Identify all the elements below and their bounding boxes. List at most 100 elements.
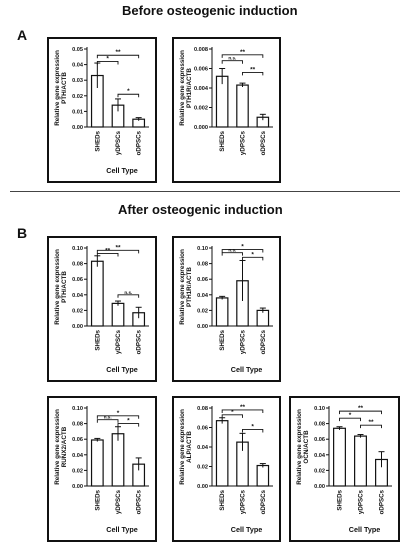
bar [256,464,270,487]
category-label: yDPSCs [240,329,247,354]
x-axis-label: Cell Type [349,525,380,534]
chart-frame-alp-after: Relative gene expression ALP/ACTB 0.00 0.02… [172,396,281,542]
chart-pth-before: Relative gene expression PTH/ACTB 0.00 0.01… [54,47,149,175]
bar [90,260,104,327]
y-axis-label-ratio: PTH1R/ACTB [186,68,193,108]
bar [111,302,125,327]
significance-label: ** [358,405,364,412]
category-label: SHEDs [219,489,226,510]
chart-frame-runx2-after: Relative gene expression RUNX2/ACTB 0.00 0.… [47,396,157,542]
chart-frame-pth-before: Relative gene expression PTH/ACTB 0.00 0.01… [47,37,157,183]
significance-bracket [221,60,243,64]
significance-label: * [241,244,244,251]
x-axis-label: Cell Type [231,365,262,374]
y-tick-label: 0.05 [72,47,83,53]
significance-bracket [221,414,243,418]
y-tick-label: 0.10 [197,246,208,252]
y-tick-label: 0.00 [314,484,325,490]
category-label: yDPSCs [115,130,122,155]
y-tick-label: 0.008 [194,47,208,53]
category-label: oDPSCs [260,489,267,514]
significance-label: * [231,409,234,416]
y-tick-label: 0.06 [197,277,208,283]
category-label: oDPSCs [379,489,386,514]
significance-bracket [242,256,264,261]
y-tick-label: 0.002 [194,106,208,112]
bar [215,420,229,487]
chart-ocn-after: Relative gene expression OCN/ACTB 0.00 0.02… [296,405,392,534]
y-tick-label: 0.04 [314,453,326,459]
significance-label: ** [115,244,121,251]
category-label: SHEDs [219,130,226,151]
y-tick-label: 0.08 [197,262,208,268]
y-tick-label: 0.00 [197,324,208,330]
category-label: yDPSCs [115,329,122,354]
y-axis-label-ratio: PTH1R/ACTB [186,267,193,307]
category-label: SHEDs [94,130,101,151]
y-axis-label-ratio: OCN/ACTB [303,430,310,464]
significance-label: ** [240,404,246,411]
significance-label: * [349,412,352,419]
category-label: SHEDs [337,489,344,510]
chart-frame-pth-after: Relative gene expression PTH/ACTB 0.00 0.02… [47,236,157,382]
y-axis-label: Relative gene expression [54,50,61,126]
bar [236,84,249,128]
category-label: SHEDs [94,489,101,510]
chart-pth-after: Relative gene expression PTH/ACTB 0.00 0.02… [54,244,149,374]
y-axis-label-ratio: PTH/ACTB [61,72,68,104]
bar [333,427,346,487]
significance-bracket [117,423,140,427]
y-tick-label: 0.04 [72,63,84,69]
category-label: oDPSCs [136,489,143,514]
significance-bracket [339,417,361,422]
significance-bracket [242,71,264,76]
y-tick-label: 0.10 [314,406,325,412]
significance-label: * [106,55,109,62]
chart-frame-ocn-after: Relative gene expression OCN/ACTB 0.00 0.02… [289,396,400,542]
bar [90,439,104,487]
y-tick-label: 0.08 [314,422,325,428]
heading-after-induction: After osteogenic induction [118,202,283,217]
significance-bracket [339,410,382,415]
significance-bracket [242,429,264,433]
y-tick-label: 0.02 [72,308,83,314]
y-tick-label: 0.06 [314,437,325,443]
y-tick-label: 0.10 [72,406,83,412]
y-axis-label: Relative gene expression [179,249,186,325]
y-tick-label: 0.02 [72,468,83,474]
y-tick-label: 0.04 [72,293,84,299]
significance-bracket [96,415,140,419]
x-axis-label: Cell Type [231,525,262,534]
y-tick-label: 0.00 [72,324,83,330]
category-label: yDPSCs [240,130,247,155]
category-label: yDPSCs [115,489,122,514]
heading-before-induction: Before osteogenic induction [122,3,298,18]
y-tick-label: 0.04 [197,445,209,451]
significance-label: * [251,251,254,258]
chart-frame-pth1r-before: Relative gene expression PTH1R/ACTB 0.000 0… [172,37,281,183]
category-label: SHEDs [94,329,101,350]
significance-label: ** [250,66,256,73]
y-tick-label: 0.00 [72,484,83,490]
significance-bracket [221,409,264,413]
significance-label: n.s. [124,290,132,295]
significance-label: n.s. [104,415,112,420]
significance-label: * [127,88,130,95]
y-tick-label: 0.00 [197,484,208,490]
y-tick-label: 0.01 [72,109,83,115]
category-label: yDPSCs [240,489,247,514]
panel-letter-b: B [17,225,28,241]
chart-runx2-after: Relative gene expression RUNX2/ACTB 0.00 0.… [54,406,149,534]
y-tick-label: 0.06 [72,277,83,283]
significance-label: n.s. [228,248,236,253]
significance-label: * [127,418,130,425]
significance-bracket [360,424,382,429]
significance-label: * [251,423,254,430]
significance-bracket [96,54,140,59]
y-tick-label: 0.10 [72,246,83,252]
y-tick-label: 0.08 [72,262,83,268]
y-axis-label-ratio: ALP/ACTB [186,431,193,463]
significance-bracket [117,294,140,298]
y-tick-label: 0.02 [197,465,208,471]
significance-bracket [96,61,119,65]
